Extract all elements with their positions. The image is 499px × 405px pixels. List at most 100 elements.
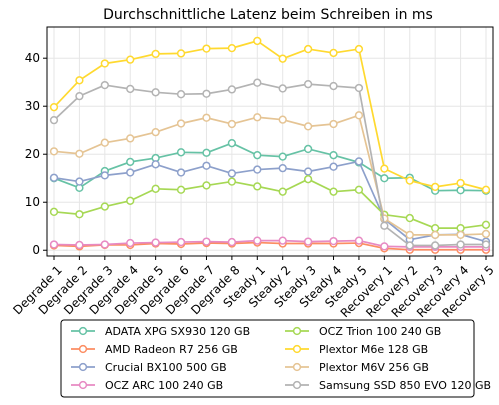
data-point bbox=[253, 182, 262, 191]
data-point bbox=[405, 213, 414, 223]
data-point bbox=[354, 83, 364, 93]
data-point bbox=[253, 113, 262, 122]
data-point bbox=[49, 147, 59, 156]
data-point bbox=[456, 230, 465, 240]
data-point bbox=[278, 163, 287, 173]
data-point bbox=[278, 236, 287, 245]
series-group bbox=[49, 157, 491, 246]
data-point bbox=[227, 139, 237, 148]
data-point bbox=[151, 160, 160, 169]
data-point bbox=[431, 182, 440, 192]
legend-label: Plextor M6V 256 GB bbox=[319, 361, 429, 374]
data-point bbox=[202, 181, 211, 190]
legend-box bbox=[60, 319, 475, 398]
series-group bbox=[49, 78, 491, 250]
data-point bbox=[227, 237, 237, 247]
data-point bbox=[176, 237, 186, 247]
data-point bbox=[431, 230, 440, 240]
data-point bbox=[126, 84, 135, 94]
y-tick-label: 30 bbox=[25, 99, 40, 113]
data-point bbox=[151, 127, 160, 137]
series-line bbox=[53, 114, 487, 236]
series-group bbox=[49, 36, 491, 194]
series-line bbox=[53, 239, 486, 248]
data-point bbox=[303, 79, 313, 89]
data-point bbox=[75, 91, 84, 101]
data-point bbox=[126, 134, 135, 143]
data-point bbox=[49, 103, 59, 112]
data-point bbox=[329, 151, 338, 160]
data-point bbox=[227, 119, 237, 129]
data-point bbox=[456, 186, 465, 195]
series-line bbox=[53, 40, 487, 191]
legend-marker bbox=[78, 326, 88, 336]
data-point bbox=[253, 36, 262, 46]
data-point bbox=[278, 187, 287, 196]
data-point bbox=[456, 240, 465, 249]
data-point bbox=[75, 210, 84, 219]
data-point bbox=[176, 119, 186, 128]
data-point bbox=[303, 144, 313, 154]
data-point bbox=[380, 242, 389, 251]
data-point bbox=[354, 111, 364, 120]
data-point bbox=[126, 157, 135, 167]
y-tick-label: 0 bbox=[32, 243, 40, 257]
data-point bbox=[456, 178, 465, 188]
data-point bbox=[176, 148, 186, 157]
data-point bbox=[354, 157, 364, 166]
series-group bbox=[49, 236, 491, 252]
data-point bbox=[202, 113, 211, 122]
data-point bbox=[49, 173, 59, 182]
data-point bbox=[202, 89, 211, 98]
series-group bbox=[49, 139, 491, 195]
series-line bbox=[53, 160, 487, 243]
data-point bbox=[100, 59, 109, 68]
data-point bbox=[75, 149, 84, 158]
data-point bbox=[176, 168, 186, 177]
data-point bbox=[100, 80, 109, 90]
data-point bbox=[278, 115, 287, 124]
data-point bbox=[303, 44, 313, 54]
data-point bbox=[253, 151, 262, 160]
series-layer bbox=[49, 36, 491, 254]
data-point bbox=[278, 54, 287, 63]
y-tick-label: 10 bbox=[25, 195, 40, 209]
data-point bbox=[202, 44, 211, 53]
data-point bbox=[126, 55, 135, 64]
series-line bbox=[53, 178, 487, 230]
legend-label: OCZ ARC 100 240 GB bbox=[105, 379, 223, 392]
data-point bbox=[481, 229, 491, 239]
data-point bbox=[354, 44, 364, 54]
data-point bbox=[329, 81, 338, 91]
legend-label: OCZ Trion 100 240 GB bbox=[319, 325, 441, 338]
data-point bbox=[100, 171, 109, 180]
data-point bbox=[202, 148, 211, 157]
data-point bbox=[303, 122, 313, 131]
data-point bbox=[227, 177, 237, 186]
data-point bbox=[481, 220, 491, 229]
legend-label: ADATA XPG SX930 120 GB bbox=[105, 325, 250, 338]
data-point bbox=[49, 207, 59, 216]
data-point bbox=[380, 221, 389, 230]
data-point bbox=[405, 241, 414, 250]
legend-label: Plextor M6e 128 GB bbox=[319, 343, 428, 356]
series-line bbox=[53, 142, 487, 192]
legend-label: Crucial BX100 500 GB bbox=[105, 361, 227, 374]
data-point bbox=[151, 184, 160, 193]
data-point bbox=[202, 237, 211, 246]
series-line bbox=[53, 81, 486, 247]
data-point bbox=[227, 43, 237, 53]
legend-label: AMD Radeon R7 256 GB bbox=[105, 343, 238, 356]
data-point bbox=[151, 238, 160, 247]
y-axis: 0 10 20 30 40 bbox=[25, 51, 47, 257]
data-point bbox=[126, 238, 135, 248]
data-point bbox=[456, 224, 465, 233]
legend-marker bbox=[292, 380, 302, 390]
data-point bbox=[329, 187, 338, 196]
data-point bbox=[354, 236, 364, 245]
y-tick-label: 20 bbox=[25, 147, 40, 161]
legend-marker bbox=[78, 380, 88, 390]
data-point bbox=[405, 176, 414, 185]
